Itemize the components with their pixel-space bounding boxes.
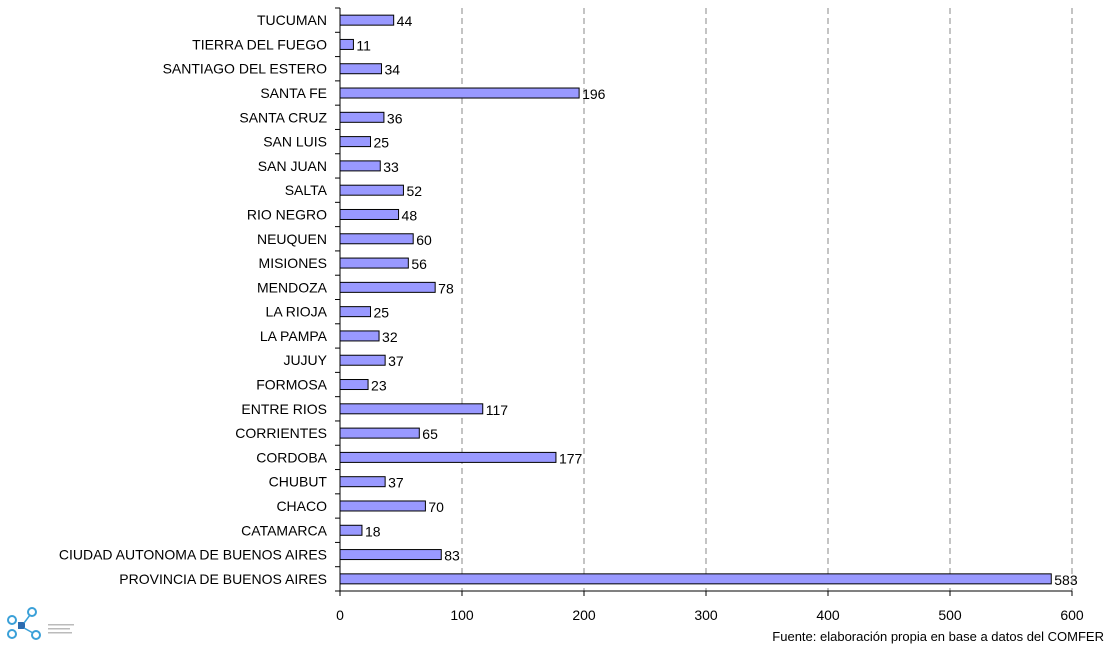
value-label: 70 (428, 499, 444, 515)
category-label: SALTA (285, 182, 328, 198)
value-label: 37 (388, 353, 404, 369)
category-label: MENDOZA (257, 279, 328, 295)
value-labels: 4411341963625335248605678253237231176517… (356, 13, 1077, 588)
source-note: Fuente: elaboración propia en base a dat… (772, 629, 1104, 644)
value-label: 33 (383, 159, 399, 175)
value-label: 78 (438, 280, 454, 296)
value-label: 32 (382, 329, 398, 345)
value-label: 25 (374, 305, 390, 321)
category-label: TUCUMAN (257, 12, 327, 28)
category-label: CIUDAD AUTONOMA DE BUENOS AIRES (59, 547, 327, 563)
bar (339, 573, 1052, 585)
value-label: 56 (411, 256, 427, 272)
value-label: 83 (444, 548, 460, 564)
bar (339, 354, 386, 366)
x-tick-label: 100 (450, 607, 474, 623)
category-label: CHUBUT (269, 474, 328, 490)
value-label: 36 (387, 110, 403, 126)
x-tick-label: 400 (816, 607, 840, 623)
bars (339, 14, 1052, 585)
category-label: PROVINCIA DE BUENOS AIRES (119, 571, 327, 587)
value-label: 37 (388, 475, 404, 491)
value-label: 52 (406, 183, 422, 199)
bar (339, 136, 371, 148)
bar (339, 63, 382, 75)
bar (339, 476, 386, 488)
bar (339, 111, 385, 123)
category-label: SANTA CRUZ (239, 109, 327, 125)
bar (339, 306, 371, 318)
bar (339, 427, 420, 439)
bar (339, 233, 414, 245)
category-label: NEUQUEN (257, 231, 327, 247)
category-label: TIERRA DEL FUEGO (192, 36, 327, 52)
category-label: SANTA FE (260, 85, 327, 101)
logo-icon (6, 606, 96, 645)
value-label: 48 (402, 207, 418, 223)
bar (339, 451, 557, 463)
category-label: CATAMARCA (241, 522, 327, 538)
value-label: 44 (397, 13, 413, 29)
category-label: CORRIENTES (235, 425, 327, 441)
axes (335, 7, 1073, 596)
category-label: RIO NEGRO (247, 206, 327, 222)
bar (339, 208, 400, 220)
category-label: SAN LUIS (263, 134, 327, 150)
bar (339, 14, 395, 26)
x-tick-label: 600 (1060, 607, 1084, 623)
category-label: LA RIOJA (266, 304, 328, 320)
value-label: 11 (356, 37, 371, 53)
gridlines (461, 8, 1073, 591)
value-label: 583 (1054, 572, 1078, 588)
value-label: 60 (416, 232, 432, 248)
category-labels: TUCUMAN TIERRA DEL FUEGO SANTIAGO DEL ESTE… (59, 12, 328, 587)
bar (339, 38, 354, 50)
bar (339, 87, 580, 99)
x-tick-label: 0 (336, 607, 344, 623)
category-label: SAN JUAN (258, 158, 327, 174)
bar (339, 257, 409, 269)
category-label: FORMOSA (256, 377, 327, 393)
value-label: 18 (365, 523, 381, 539)
value-label: 177 (559, 450, 583, 466)
bar (339, 379, 369, 391)
category-label: SANTIAGO DEL ESTERO (163, 61, 328, 77)
bar (339, 160, 381, 172)
value-label: 117 (486, 402, 509, 418)
value-label: 25 (374, 135, 390, 151)
category-label: CHACO (276, 498, 327, 514)
category-label: ENTRE RIOS (241, 401, 327, 417)
value-label: 23 (371, 378, 387, 394)
bar (339, 403, 484, 415)
bar (339, 549, 442, 561)
bar (339, 184, 404, 196)
value-label: 65 (422, 426, 438, 442)
bar (339, 330, 380, 342)
x-tick-label: 300 (694, 607, 718, 623)
x-tick-labels: 0 100 200 300 400 500 600 (336, 607, 1084, 623)
bar (339, 500, 426, 512)
bar (339, 281, 436, 293)
value-label: 196 (582, 86, 606, 102)
category-label: CORDOBA (256, 449, 327, 465)
category-label: MISIONES (259, 255, 327, 271)
value-label: 34 (384, 62, 400, 78)
category-label: LA PAMPA (260, 328, 328, 344)
bar (339, 524, 363, 536)
x-tick-label: 200 (572, 607, 596, 623)
category-label: JUJUY (283, 352, 327, 368)
x-tick-label: 500 (938, 607, 962, 623)
